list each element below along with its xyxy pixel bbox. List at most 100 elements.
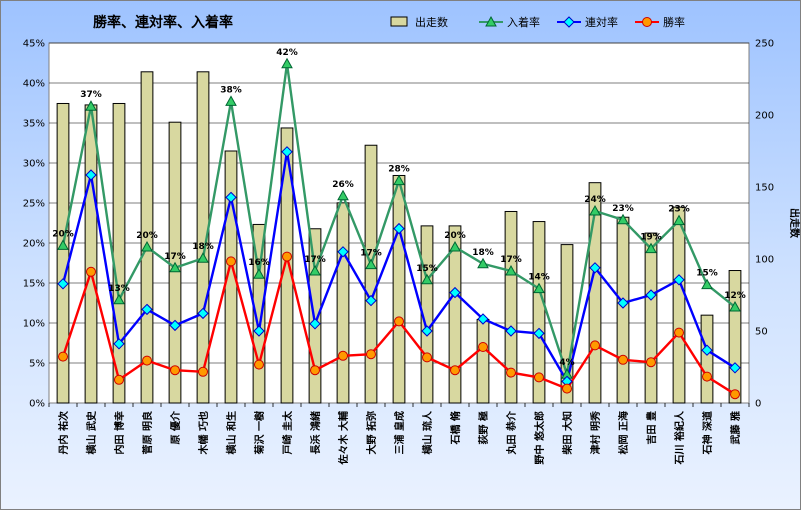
marker-勝率 <box>702 371 712 382</box>
category-label: 佐々木 大輔 <box>337 411 350 465</box>
legend-label: 入着率 <box>507 15 540 29</box>
data-label: 12% <box>724 291 746 301</box>
data-label: 15% <box>696 269 718 279</box>
data-label: 26% <box>332 180 354 190</box>
bar-出走数 <box>308 228 322 404</box>
y-left-tick-label: 35% <box>23 119 45 130</box>
data-label: 19% <box>640 233 662 243</box>
data-label: 23% <box>612 204 634 214</box>
marker-入着率 <box>617 213 629 225</box>
marker-入着率 <box>589 204 601 216</box>
data-label: 17% <box>360 249 382 259</box>
data-label: 4% <box>559 358 574 368</box>
category-label: 丸田 恭介 <box>505 410 518 455</box>
marker-入着率 <box>701 278 713 290</box>
marker-入着率 <box>393 174 405 186</box>
bar-出走数 <box>420 225 434 404</box>
marker-入着率 <box>57 239 69 250</box>
legend-label: 連対率 <box>585 15 618 29</box>
marker-勝率 <box>170 365 180 376</box>
marker-勝率 <box>646 357 656 368</box>
marker-勝率 <box>674 327 684 338</box>
marker-連対率 <box>477 313 489 325</box>
data-label: 18% <box>192 242 214 252</box>
category-label: 戸崎 圭太 <box>281 410 294 454</box>
data-label: 37% <box>80 90 102 100</box>
marker-連対率 <box>533 327 545 340</box>
category-label: 大野 拓弥 <box>365 411 378 454</box>
marker-勝率 <box>450 365 460 376</box>
data-label: 15% <box>416 264 438 274</box>
category-label: 長浜 鴻緒 <box>309 411 322 454</box>
marker-入着率 <box>449 240 461 252</box>
marker-勝率 <box>618 354 628 365</box>
y-left-tick-label: 30% <box>23 159 45 170</box>
category-label: 荻野 極 <box>477 411 490 444</box>
marker-連対率 <box>729 362 741 374</box>
category-label: 野中 悠太郎 <box>533 411 546 464</box>
marker-勝率 <box>142 355 152 366</box>
y-left-tick-label: 10% <box>23 319 45 330</box>
marker-入着率 <box>309 264 321 276</box>
legend-marker-入着率 <box>485 15 497 27</box>
category-label: 石神 深道 <box>701 411 714 455</box>
data-label: 20% <box>52 229 74 239</box>
marker-連対率 <box>505 325 517 337</box>
marker-入着率 <box>645 242 657 254</box>
marker-連対率 <box>673 274 685 286</box>
bar-出走数 <box>140 71 154 404</box>
marker-連対率 <box>645 289 657 301</box>
category-label: 横山 和生 <box>225 411 238 454</box>
marker-入着率 <box>225 95 237 106</box>
category-label: 原 優介 <box>169 410 182 444</box>
legend-marker-連対率 <box>563 16 575 28</box>
marker-連対率 <box>57 278 69 290</box>
category-label: 菅原 明良 <box>141 411 154 454</box>
marker-連対率 <box>421 325 433 337</box>
marker-勝率 <box>198 366 208 377</box>
bar-出走数 <box>532 221 546 404</box>
marker-勝率 <box>282 251 292 262</box>
marker-勝率 <box>534 372 544 383</box>
bar-出走数 <box>56 102 70 404</box>
y-left-tick-label: 20% <box>23 239 45 250</box>
data-label: 17% <box>304 255 326 265</box>
bar-出走数 <box>700 314 714 404</box>
marker-入着率 <box>197 252 209 263</box>
bar-出走数 <box>196 71 210 404</box>
data-label: 20% <box>444 231 466 241</box>
data-label: 14% <box>528 273 550 283</box>
marker-勝率 <box>590 340 600 351</box>
bar-出走数 <box>644 232 658 404</box>
bar-出走数 <box>392 174 406 404</box>
data-label: 42% <box>276 48 298 58</box>
y-right-tick-label: 50 <box>755 327 768 338</box>
data-label: 28% <box>388 165 410 175</box>
data-label: 20% <box>136 231 158 241</box>
bar-出走数 <box>616 216 630 404</box>
marker-連対率 <box>589 262 601 274</box>
marker-勝率 <box>730 389 740 400</box>
bar-出走数 <box>224 150 238 404</box>
y-left-tick-label: 0% <box>29 399 45 410</box>
data-label: 38% <box>220 85 242 95</box>
category-label: 石橋 脩 <box>449 410 462 445</box>
data-label: 18% <box>472 248 494 258</box>
marker-勝率 <box>478 342 488 352</box>
marker-連対率 <box>365 294 377 307</box>
marker-入着率 <box>533 282 545 294</box>
marker-勝率 <box>114 374 124 385</box>
watermark-text: ©Caniの競馬データ研究室 <box>414 55 601 73</box>
bar-出走数 <box>560 244 574 404</box>
marker-連対率 <box>309 318 321 330</box>
marker-連対率 <box>169 319 181 332</box>
data-label: 17% <box>500 255 522 265</box>
bar-出走数 <box>280 127 294 404</box>
y-right-tick-label: 150 <box>755 183 774 194</box>
marker-連対率 <box>449 286 461 299</box>
data-label: 13% <box>108 284 130 294</box>
bar-出走数 <box>504 210 518 404</box>
marker-入着率 <box>729 300 741 312</box>
marker-入着率 <box>365 258 377 270</box>
